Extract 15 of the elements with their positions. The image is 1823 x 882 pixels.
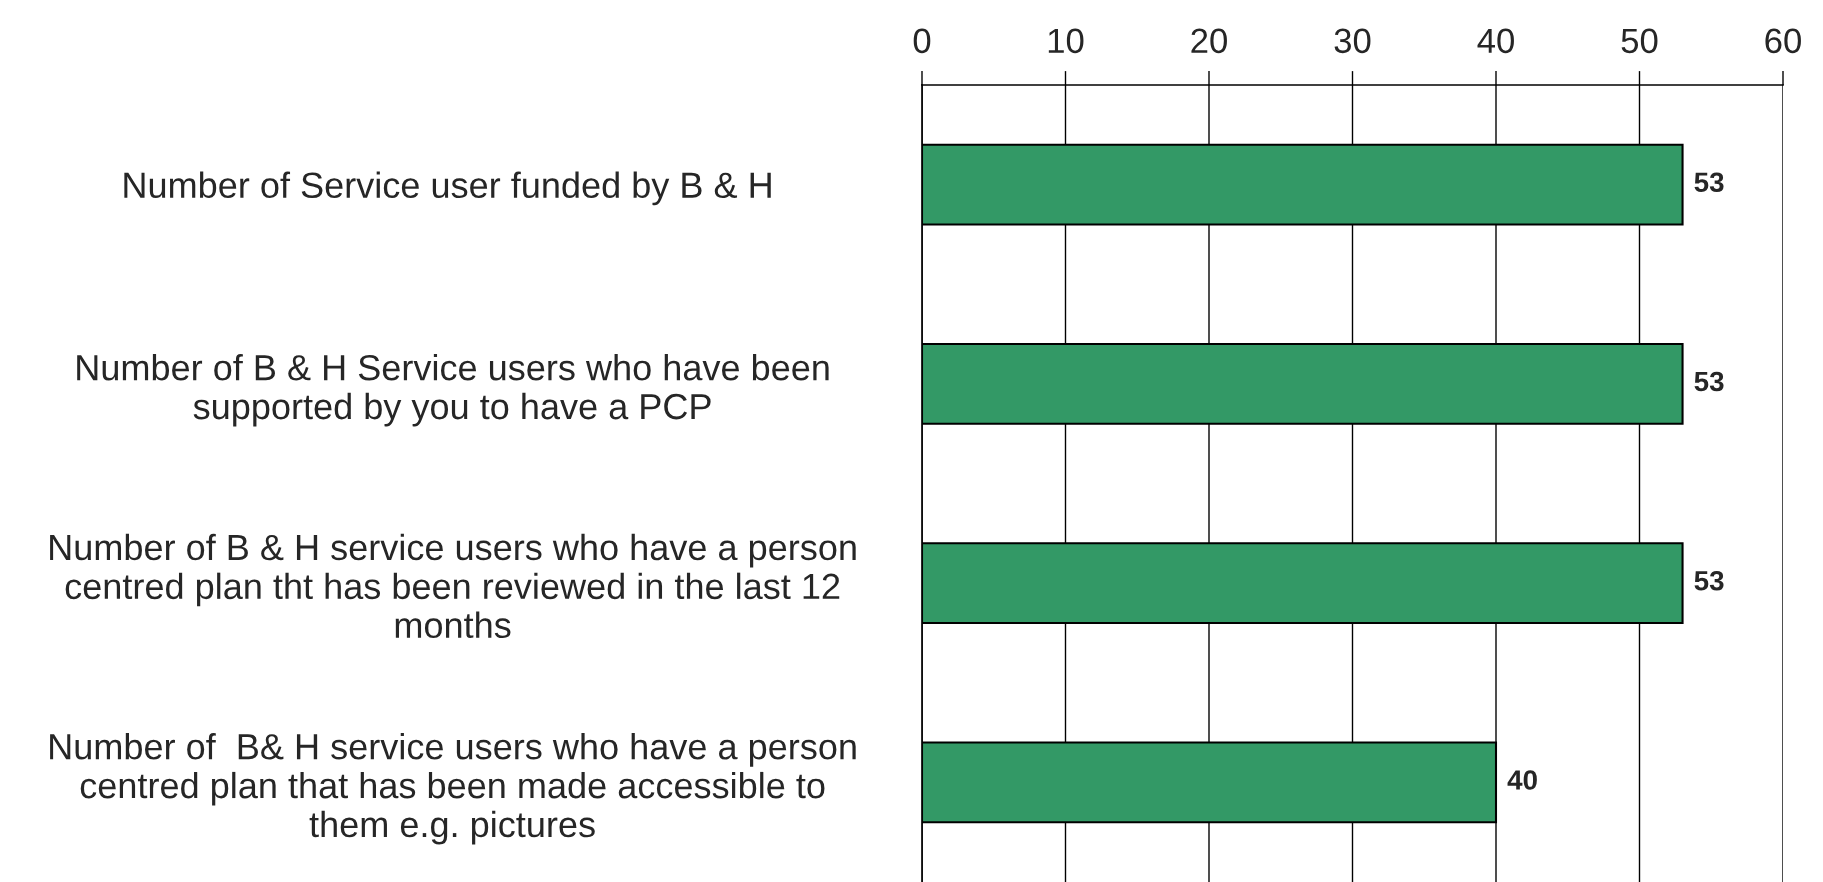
data-label: 53 [1694,570,1724,591]
y-tick-label: Number of B& H service users who have a person centred plan that has been made accessible to them e.g. pictures [50,733,856,845]
x-tick-label: 20 [1191,28,1227,54]
y-tick-label: Number of Service user funded by B & H [124,171,771,206]
x-tick-label: 10 [1048,28,1084,54]
y-tick-label: Number of B & H Service users who have been supported by you to have a PCP [77,353,829,427]
x-tick-label: 50 [1621,28,1658,54]
x-tick-label: 30 [1334,28,1371,54]
x-tick-label: 60 [1765,28,1801,54]
data-label: 53 [1694,371,1724,392]
data-label: 53 [1694,172,1724,193]
data-label: 40 [1507,770,1537,790]
x-tick-label: 0 [913,28,931,54]
y-tick-label: Number of B & H service users who have a person centred plan tht has been reviewed in the last 12 months [50,533,856,639]
x-tick-label: 40 [1477,28,1514,54]
